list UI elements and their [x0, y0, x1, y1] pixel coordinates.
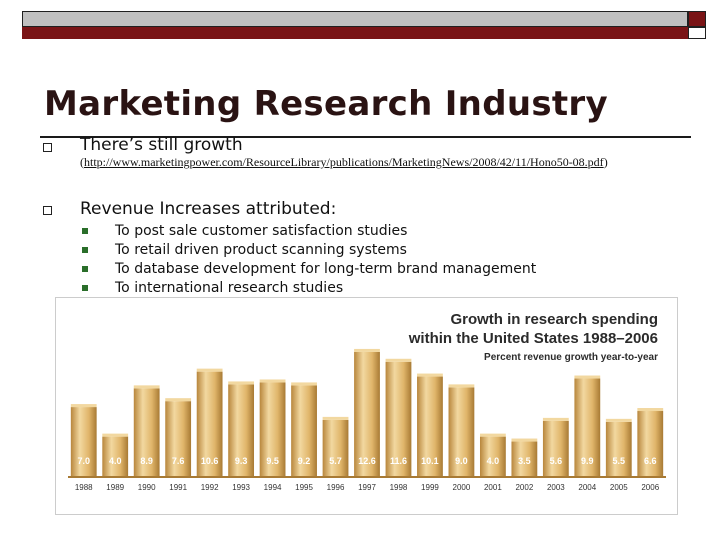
bar-cap-1993: [228, 381, 255, 385]
chart-title: Growth in research spending: [450, 311, 658, 328]
bar-cap-1995: [291, 382, 317, 386]
slide-title: Marketing Research Industry: [44, 84, 608, 124]
bar-2006: [637, 411, 664, 476]
bar-cap-1990: [133, 385, 160, 389]
bar-cap-2001: [479, 433, 506, 437]
chart-bars: 7.0 1988 4.0 1989 8.9 1990 7.6 1991 10.6 1992 9.3 1…: [68, 348, 666, 492]
data-label-2005: 5.5: [613, 456, 626, 466]
tick-label-2003: 2003: [547, 483, 565, 492]
green-square-icon: [82, 228, 88, 234]
bar-cap-1992: [196, 368, 223, 372]
data-label-1995: 9.2: [298, 456, 311, 466]
slide-corner-block-white: [688, 27, 706, 39]
bar-cap-2006: [637, 408, 664, 412]
bar-cap-1997: [354, 348, 380, 352]
bar-cap-2005: [605, 418, 632, 422]
bar-2001: [479, 436, 506, 476]
bar-1993: [228, 384, 255, 476]
title-divider: [40, 136, 691, 138]
tick-label-2005: 2005: [610, 483, 628, 492]
tick-label-1997: 1997: [358, 483, 376, 492]
tick-label-1992: 1992: [201, 483, 219, 492]
bar-2000: [448, 387, 475, 476]
bar-cap-1996: [322, 416, 349, 420]
bar-cap-1999: [417, 373, 443, 377]
data-label-1999: 10.1: [421, 456, 439, 466]
data-label-2003: 5.6: [550, 456, 563, 466]
data-label-2000: 9.0: [455, 456, 468, 466]
source-citation: (http://www.marketingpower.com/ResourceL…: [80, 155, 608, 169]
bar-1990: [133, 388, 160, 476]
bar-cap-1989: [102, 433, 129, 437]
bar-cap-2003: [542, 417, 569, 421]
bar-cap-1998: [385, 358, 412, 362]
data-label-1989: 4.0: [109, 456, 122, 466]
bar-cap-2002: [511, 438, 538, 442]
bar-1991: [165, 401, 192, 476]
tick-label-1998: 1998: [390, 483, 408, 492]
bar-2005: [605, 421, 632, 476]
bar-1999: [417, 376, 443, 476]
green-square-icon: [82, 285, 88, 291]
data-label-2004: 9.9: [581, 456, 594, 466]
tick-label-1994: 1994: [264, 483, 282, 492]
data-label-2001: 4.0: [487, 456, 500, 466]
growth-chart-svg: Growth in research spending within the U…: [68, 311, 666, 492]
data-label-1997: 12.6: [358, 456, 376, 466]
bar-cap-2004: [574, 375, 601, 379]
slide-top-band-accent: [22, 27, 688, 39]
bar-1988: [70, 407, 97, 476]
bar-1996: [322, 419, 349, 476]
data-label-1991: 7.6: [172, 456, 185, 466]
bar-1994: [259, 382, 286, 476]
bar-1997: [354, 351, 380, 476]
bar-cap-1994: [259, 379, 286, 383]
tick-label-1996: 1996: [327, 483, 345, 492]
green-square-icon: [82, 266, 88, 272]
slide-top-band: [22, 11, 688, 27]
bar-cap-1988: [70, 404, 97, 408]
bullet-revenue: Revenue Increases attributed:: [80, 199, 337, 219]
bar-cap-2000: [448, 384, 475, 388]
tick-label-1989: 1989: [106, 483, 124, 492]
bar-1989: [102, 436, 129, 476]
data-label-1992: 10.6: [201, 456, 219, 466]
tick-label-2000: 2000: [453, 483, 471, 492]
bar-2003: [542, 420, 569, 476]
data-label-1994: 9.5: [266, 456, 279, 466]
tick-label-1993: 1993: [232, 483, 250, 492]
bar-1992: [196, 371, 223, 476]
slide-corner-block: [688, 11, 706, 27]
bar-2004: [574, 378, 601, 476]
bar-cap-1991: [165, 398, 192, 402]
bullet-square-icon: [43, 143, 52, 152]
data-label-1990: 8.9: [140, 456, 153, 466]
tick-label-2001: 2001: [484, 483, 502, 492]
data-label-1996: 5.7: [329, 456, 342, 466]
source-link[interactable]: http://www.marketingpower.com/ResourceLi…: [84, 155, 604, 169]
bar-1998: [385, 361, 412, 476]
data-label-1988: 7.0: [77, 456, 90, 466]
green-square-icon: [82, 247, 88, 253]
bar-1995: [291, 385, 317, 476]
bullet-square-icon: [43, 206, 52, 215]
tick-label-2002: 2002: [515, 483, 533, 492]
tick-label-1990: 1990: [138, 483, 156, 492]
data-label-2006: 6.6: [644, 456, 657, 466]
bullet-growth: There’s still growth: [80, 135, 243, 155]
data-label-1993: 9.3: [235, 456, 248, 466]
chart-baseline: [68, 476, 666, 478]
growth-chart: Growth in research spending within the U…: [55, 297, 678, 515]
tick-label-2004: 2004: [578, 483, 596, 492]
chart-subtitle: within the United States 1988–2006: [408, 330, 658, 347]
data-label-2002: 3.5: [518, 456, 531, 466]
bar-2002: [511, 441, 538, 476]
tick-label-2006: 2006: [641, 483, 659, 492]
tick-label-1999: 1999: [421, 483, 439, 492]
chart-ylabel: Percent revenue growth year-to-year: [484, 352, 658, 363]
tick-label-1991: 1991: [169, 483, 187, 492]
tick-label-1995: 1995: [295, 483, 313, 492]
tick-label-1988: 1988: [75, 483, 93, 492]
data-label-1998: 11.6: [390, 456, 407, 466]
